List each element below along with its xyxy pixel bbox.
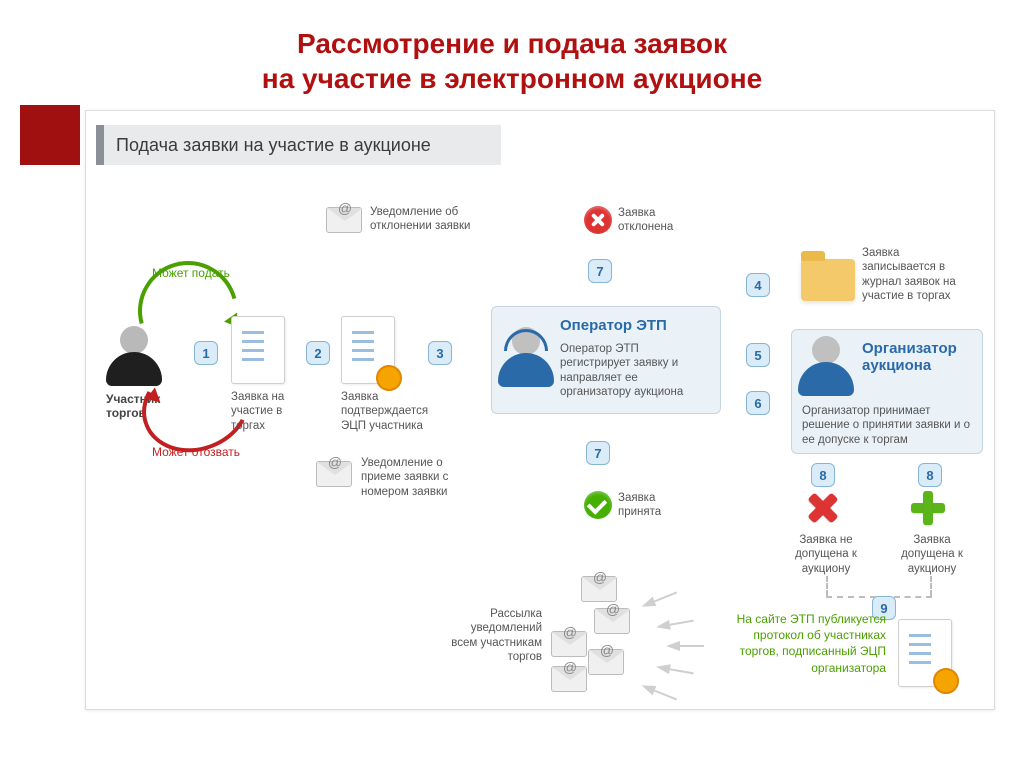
envelope-icon: [326, 207, 362, 233]
envelope-icon: [551, 666, 587, 692]
not-admitted-label: Заявка не допущена к аукциону: [788, 533, 864, 576]
step-8a: 8: [811, 463, 835, 487]
page-title-text: Рассмотрение и подача заявок на участие …: [262, 28, 762, 94]
bcast-arrow: [655, 620, 671, 632]
rejected-node: [584, 206, 612, 234]
publish-label: На сайте ЭТП публикуется протокол об уча…: [736, 611, 886, 676]
step-5: 5: [746, 343, 770, 367]
plus-icon: [911, 491, 945, 525]
can-recall-label: Может отозвать: [152, 445, 240, 460]
step-6: 6: [746, 391, 770, 415]
dashed-connector: [930, 576, 932, 596]
dashed-connector: [826, 596, 876, 598]
page-title: Рассмотрение и подача заявок на участие …: [0, 0, 1024, 96]
admitted-label: Заявка допущена к аукциону: [894, 533, 970, 576]
folder-icon: [801, 259, 855, 301]
envelope-icon: [551, 631, 587, 657]
step-7a: 7: [588, 259, 612, 283]
organizer-person-icon: [798, 336, 854, 396]
step-2: 2: [306, 341, 330, 365]
notify-accept-node: [316, 461, 352, 487]
check-icon: [584, 491, 612, 519]
env-3: [551, 631, 587, 657]
signed-doc-node: Заявка подтверждается ЭЦП участника: [341, 316, 436, 433]
env-1: [581, 576, 617, 602]
operator-panel: Оператор ЭТП Оператор ЭТП регистрирует з…: [491, 306, 721, 414]
subtitle-bar: Подача заявки на участие в аукционе: [96, 125, 501, 165]
dashed-connector: [894, 596, 932, 598]
organizer-panel: Организатор аукциона Организатор принима…: [791, 329, 983, 454]
step-3: 3: [428, 341, 452, 365]
step-1: 1: [194, 341, 218, 365]
notify-accept-label: Уведомление о приеме заявки с номером за…: [361, 456, 471, 499]
bcast-arrow: [640, 681, 657, 696]
document-icon: [231, 316, 285, 384]
medal-icon: [933, 668, 959, 694]
env-2: [594, 608, 630, 634]
cross-big-icon: [799, 484, 847, 532]
envelope-icon: [316, 461, 352, 487]
dashed-connector: [826, 576, 828, 596]
organizer-text: Организатор принимает решение о принятии…: [802, 404, 970, 447]
protocol-doc-node: [898, 619, 952, 687]
admitted-icon: [911, 491, 945, 525]
rejected-label: Заявка отклонена: [618, 206, 698, 235]
accepted-label: Заявка принята: [618, 491, 698, 520]
operator-person-icon: [498, 327, 554, 387]
document-icon: [898, 619, 952, 687]
notify-reject-node: [326, 207, 362, 233]
organizer-title: Организатор аукциона: [862, 340, 970, 374]
journal-label: Заявка записывается в журнал заявок на у…: [862, 246, 972, 304]
cross-icon: [584, 206, 612, 234]
signed-doc-label: Заявка подтверждается ЭЦП участника: [341, 390, 436, 433]
broadcast-label: Рассылка уведомлений всем участникам тор…: [442, 607, 542, 665]
accent-block: [20, 105, 80, 165]
notify-reject-label: Уведомление об отклонении заявки: [370, 205, 480, 234]
operator-text: Оператор ЭТП регистрирует заявку и напра…: [560, 342, 708, 400]
application-doc-label: Заявка на участие в торгах: [231, 390, 311, 433]
bcast-arrow: [655, 662, 671, 674]
env-5: [551, 666, 587, 692]
env-4: [588, 649, 624, 675]
can-submit-label: Может подать: [152, 266, 230, 281]
envelope-icon: [594, 608, 630, 634]
envelope-icon: [588, 649, 624, 675]
accepted-node: [584, 491, 612, 519]
envelope-icon: [581, 576, 617, 602]
journal-node: [801, 259, 855, 301]
medal-icon: [376, 365, 402, 391]
operator-title: Оператор ЭТП: [560, 317, 708, 334]
document-icon: [341, 316, 395, 384]
step-8b: 8: [918, 463, 942, 487]
step-7b: 7: [586, 441, 610, 465]
application-doc-node: Заявка на участие в торгах: [231, 316, 311, 433]
subtitle-text: Подача заявки на участие в аукционе: [116, 135, 431, 155]
step-4: 4: [746, 273, 770, 297]
bcast-arrow: [666, 641, 680, 651]
flow-diagram: Подача заявки на участие в аукционе Учас…: [85, 110, 995, 710]
bcast-arrow: [640, 597, 657, 612]
not-admitted-icon: [806, 491, 840, 525]
